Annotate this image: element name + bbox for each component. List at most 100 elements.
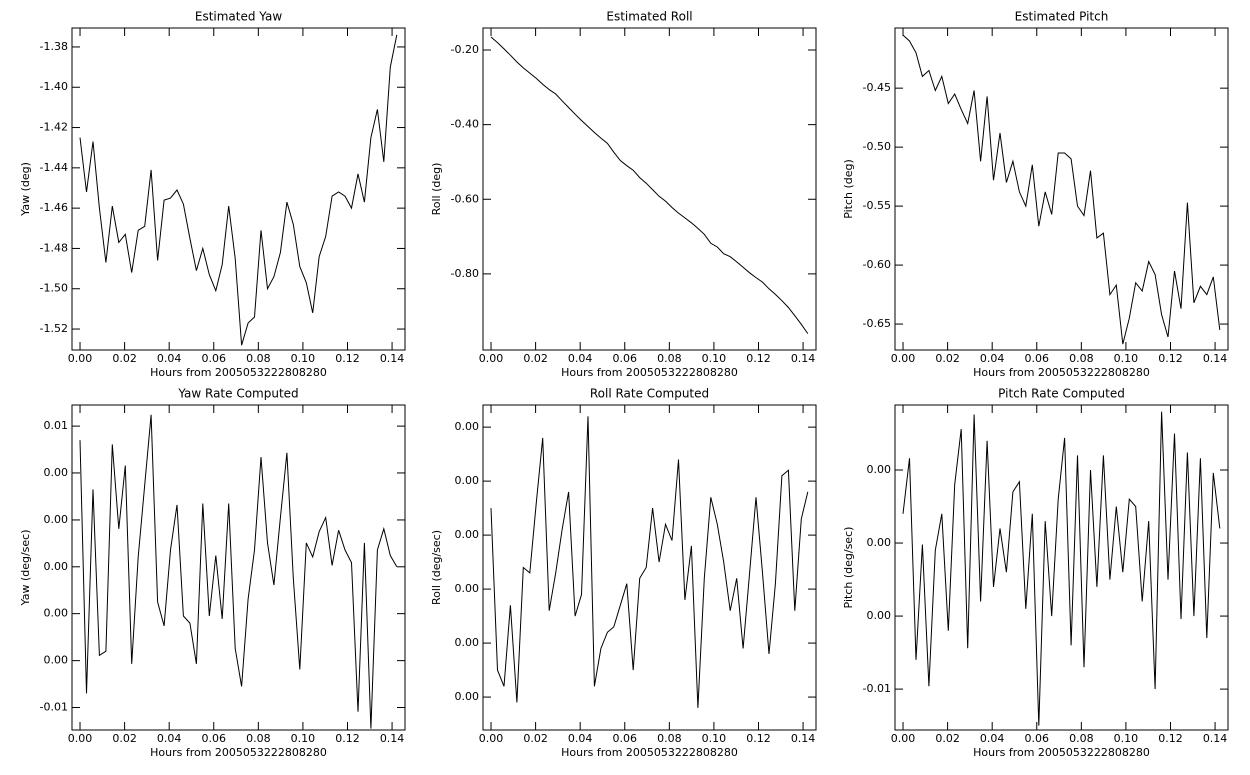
x-tick-label: 0.06: [202, 352, 227, 365]
y-tick-label: 0.00: [867, 463, 892, 476]
y-tick-label: 0.00: [455, 528, 480, 541]
y-tick-label: 0.00: [455, 474, 480, 487]
y-tick-label: 0.00: [455, 636, 480, 649]
x-tick-label: 0.12: [746, 732, 771, 745]
data-line: [902, 34, 1221, 345]
y-tick-label: 0.00: [455, 582, 480, 595]
y-tick-label: -0.01: [40, 700, 68, 713]
y-axis-label: Pitch (deg/sec): [842, 527, 855, 609]
x-tick-label: 0.00: [479, 352, 504, 365]
data-line: [79, 414, 398, 729]
x-tick-label: 0.08: [1069, 352, 1094, 365]
panel-title: Roll Rate Computed: [590, 387, 709, 401]
y-tick-label: -1.50: [40, 282, 68, 295]
x-tick-label: 0.12: [335, 732, 360, 745]
y-tick-label: -0.55: [863, 199, 891, 212]
x-axis-label: Hours from 2005053222808280: [561, 746, 738, 759]
x-tick-label: 0.02: [935, 732, 960, 745]
x-tick-label: 0.14: [1203, 732, 1228, 745]
y-tick-label: -1.38: [40, 40, 68, 53]
x-tick-label: 0.12: [335, 352, 360, 365]
plot-frame: [894, 404, 1229, 731]
x-tick-label: 0.02: [112, 352, 137, 365]
x-tick-label: 0.08: [657, 352, 682, 365]
x-tick-label: 0.14: [1203, 352, 1228, 365]
y-tick-label: -1.48: [40, 241, 68, 254]
y-axis-label: Pitch (deg): [842, 159, 855, 219]
panel-title: Yaw Rate Computed: [177, 387, 298, 401]
plot-frame: [894, 27, 1229, 351]
x-tick-label: 0.14: [791, 352, 816, 365]
x-tick-label: 0.12: [1158, 732, 1183, 745]
panel-title: Pitch Rate Computed: [998, 387, 1125, 401]
plot-frame: [71, 404, 406, 731]
y-tick-label: -1.44: [40, 161, 68, 174]
x-tick-label: 0.02: [523, 732, 548, 745]
y-tick-label: 0.00: [44, 654, 69, 667]
y-tick-label: 0.00: [455, 690, 480, 703]
y-tick-label: -0.40: [451, 118, 479, 131]
data-line: [490, 36, 809, 334]
y-tick-label: 0.00: [867, 536, 892, 549]
x-tick-label: 0.08: [1069, 732, 1094, 745]
x-tick-label: 0.06: [1025, 732, 1050, 745]
x-tick-label: 0.10: [1114, 352, 1139, 365]
x-axis-label: Hours from 2005053222808280: [973, 746, 1150, 759]
y-tick-label: 0.00: [44, 513, 69, 526]
x-tick-label: 0.04: [980, 732, 1005, 745]
y-axis-label: Yaw (deg/sec): [19, 529, 32, 606]
y-tick-label: 0.00: [867, 609, 892, 622]
x-tick-label: 0.02: [935, 352, 960, 365]
x-axis-label: Hours from 2005053222808280: [561, 366, 738, 379]
x-tick-label: 0.04: [980, 352, 1005, 365]
y-tick-label: -0.45: [863, 81, 891, 94]
y-axis-label: Roll (deg/sec): [430, 530, 443, 605]
x-tick-label: 0.10: [291, 732, 316, 745]
data-line: [79, 34, 398, 346]
data-line: [902, 411, 1221, 726]
x-tick-label: 0.14: [791, 732, 816, 745]
y-tick-label: -0.60: [863, 258, 891, 271]
x-tick-label: 0.00: [479, 732, 504, 745]
y-tick-label: -1.42: [40, 121, 68, 134]
x-tick-label: 0.06: [202, 732, 227, 745]
y-tick-label: -1.46: [40, 201, 68, 214]
y-tick-label: -1.52: [40, 322, 68, 335]
x-tick-label: 0.12: [1158, 352, 1183, 365]
panel-title: Estimated Pitch: [1015, 10, 1109, 24]
x-tick-label: 0.10: [291, 352, 316, 365]
y-tick-label: 0.00: [455, 420, 480, 433]
data-line: [490, 416, 809, 708]
x-tick-label: 0.04: [568, 732, 593, 745]
x-axis-label: Hours from 2005053222808280: [150, 746, 327, 759]
y-tick-label: -1.40: [40, 80, 68, 93]
x-tick-label: 0.08: [657, 732, 682, 745]
plot-frame: [482, 404, 817, 731]
x-tick-label: 0.14: [380, 352, 405, 365]
x-tick-label: 0.10: [1114, 732, 1139, 745]
x-tick-label: 0.00: [891, 352, 916, 365]
x-tick-label: 0.10: [702, 352, 727, 365]
x-tick-label: 0.12: [746, 352, 771, 365]
plot-frame: [71, 27, 406, 351]
y-tick-label: 0.00: [44, 560, 69, 573]
y-axis-label: Roll (deg): [430, 163, 443, 216]
x-tick-label: 0.08: [246, 352, 271, 365]
y-tick-label: -0.80: [451, 267, 479, 280]
panel-title: Estimated Roll: [606, 10, 692, 24]
x-tick-label: 0.02: [112, 732, 137, 745]
panel-title: Estimated Yaw: [195, 10, 282, 24]
x-tick-label: 0.06: [613, 732, 638, 745]
x-tick-label: 0.08: [246, 732, 271, 745]
x-tick-label: 0.06: [1025, 352, 1050, 365]
x-tick-label: 0.00: [68, 352, 93, 365]
y-tick-label: 0.00: [44, 607, 69, 620]
y-tick-label: -0.60: [451, 192, 479, 205]
x-axis-label: Hours from 2005053222808280: [150, 366, 327, 379]
x-tick-label: 0.00: [68, 732, 93, 745]
y-tick-label: -0.50: [863, 140, 891, 153]
y-tick-label: -0.65: [863, 317, 891, 330]
y-tick-label: 0.01: [44, 419, 69, 432]
x-tick-label: 0.04: [568, 352, 593, 365]
